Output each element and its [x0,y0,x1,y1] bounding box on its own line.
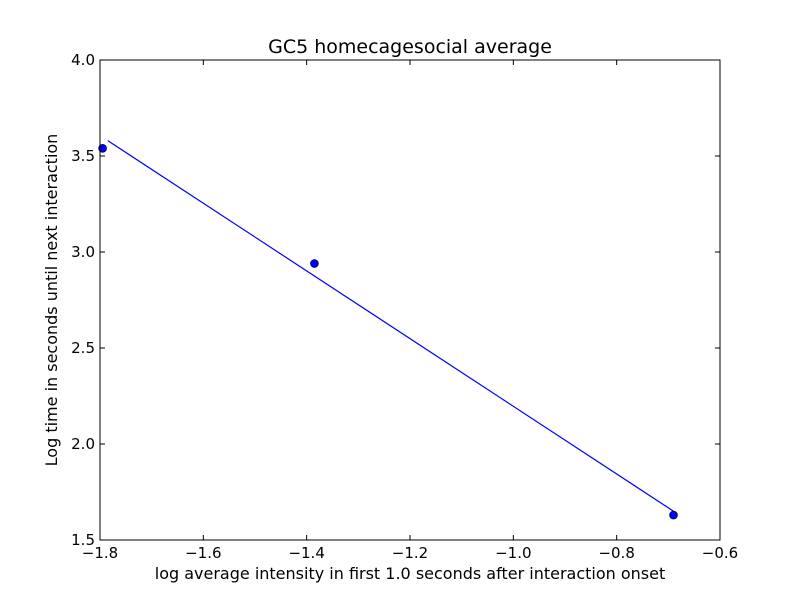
data-point-2 [310,259,319,268]
data-point-1 [98,144,107,153]
x-tick-label: −1.6 [185,544,221,562]
y-axis-ticks: 1.5 2.0 2.5 3.0 3.5 4.0 [71,51,720,549]
data-point-3 [669,510,678,520]
x-tick-label: −1.2 [392,544,428,562]
y-tick-label: 2.5 [71,339,95,357]
x-axis-label: log average intensity in first 1.0 secon… [155,564,666,583]
y-tick-label: 3.5 [71,147,95,165]
points-layer [98,144,678,520]
fit-line [107,140,674,512]
chart-title: GC5 homecagesocial average [268,36,552,58]
x-tick-label: −0.6 [702,544,738,562]
plot-area [100,60,720,540]
y-axis-label: Log time in seconds until next interacti… [42,134,61,467]
y-tick-label: 3.0 [71,243,95,261]
x-tick-label: −0.8 [598,544,634,562]
x-tick-label: −1.4 [288,544,324,562]
x-tick-label: −1.8 [82,544,118,562]
y-tick-label: 2.0 [71,435,95,453]
x-axis-ticks: −1.8 −1.6 −1.4 −1.2 −1.0 −0.8 −0.6 [82,60,738,562]
fit-line-layer [107,140,674,512]
y-tick-label: 1.5 [71,531,95,549]
x-tick-label: −1.0 [495,544,531,562]
y-tick-label: 4.0 [71,51,95,69]
